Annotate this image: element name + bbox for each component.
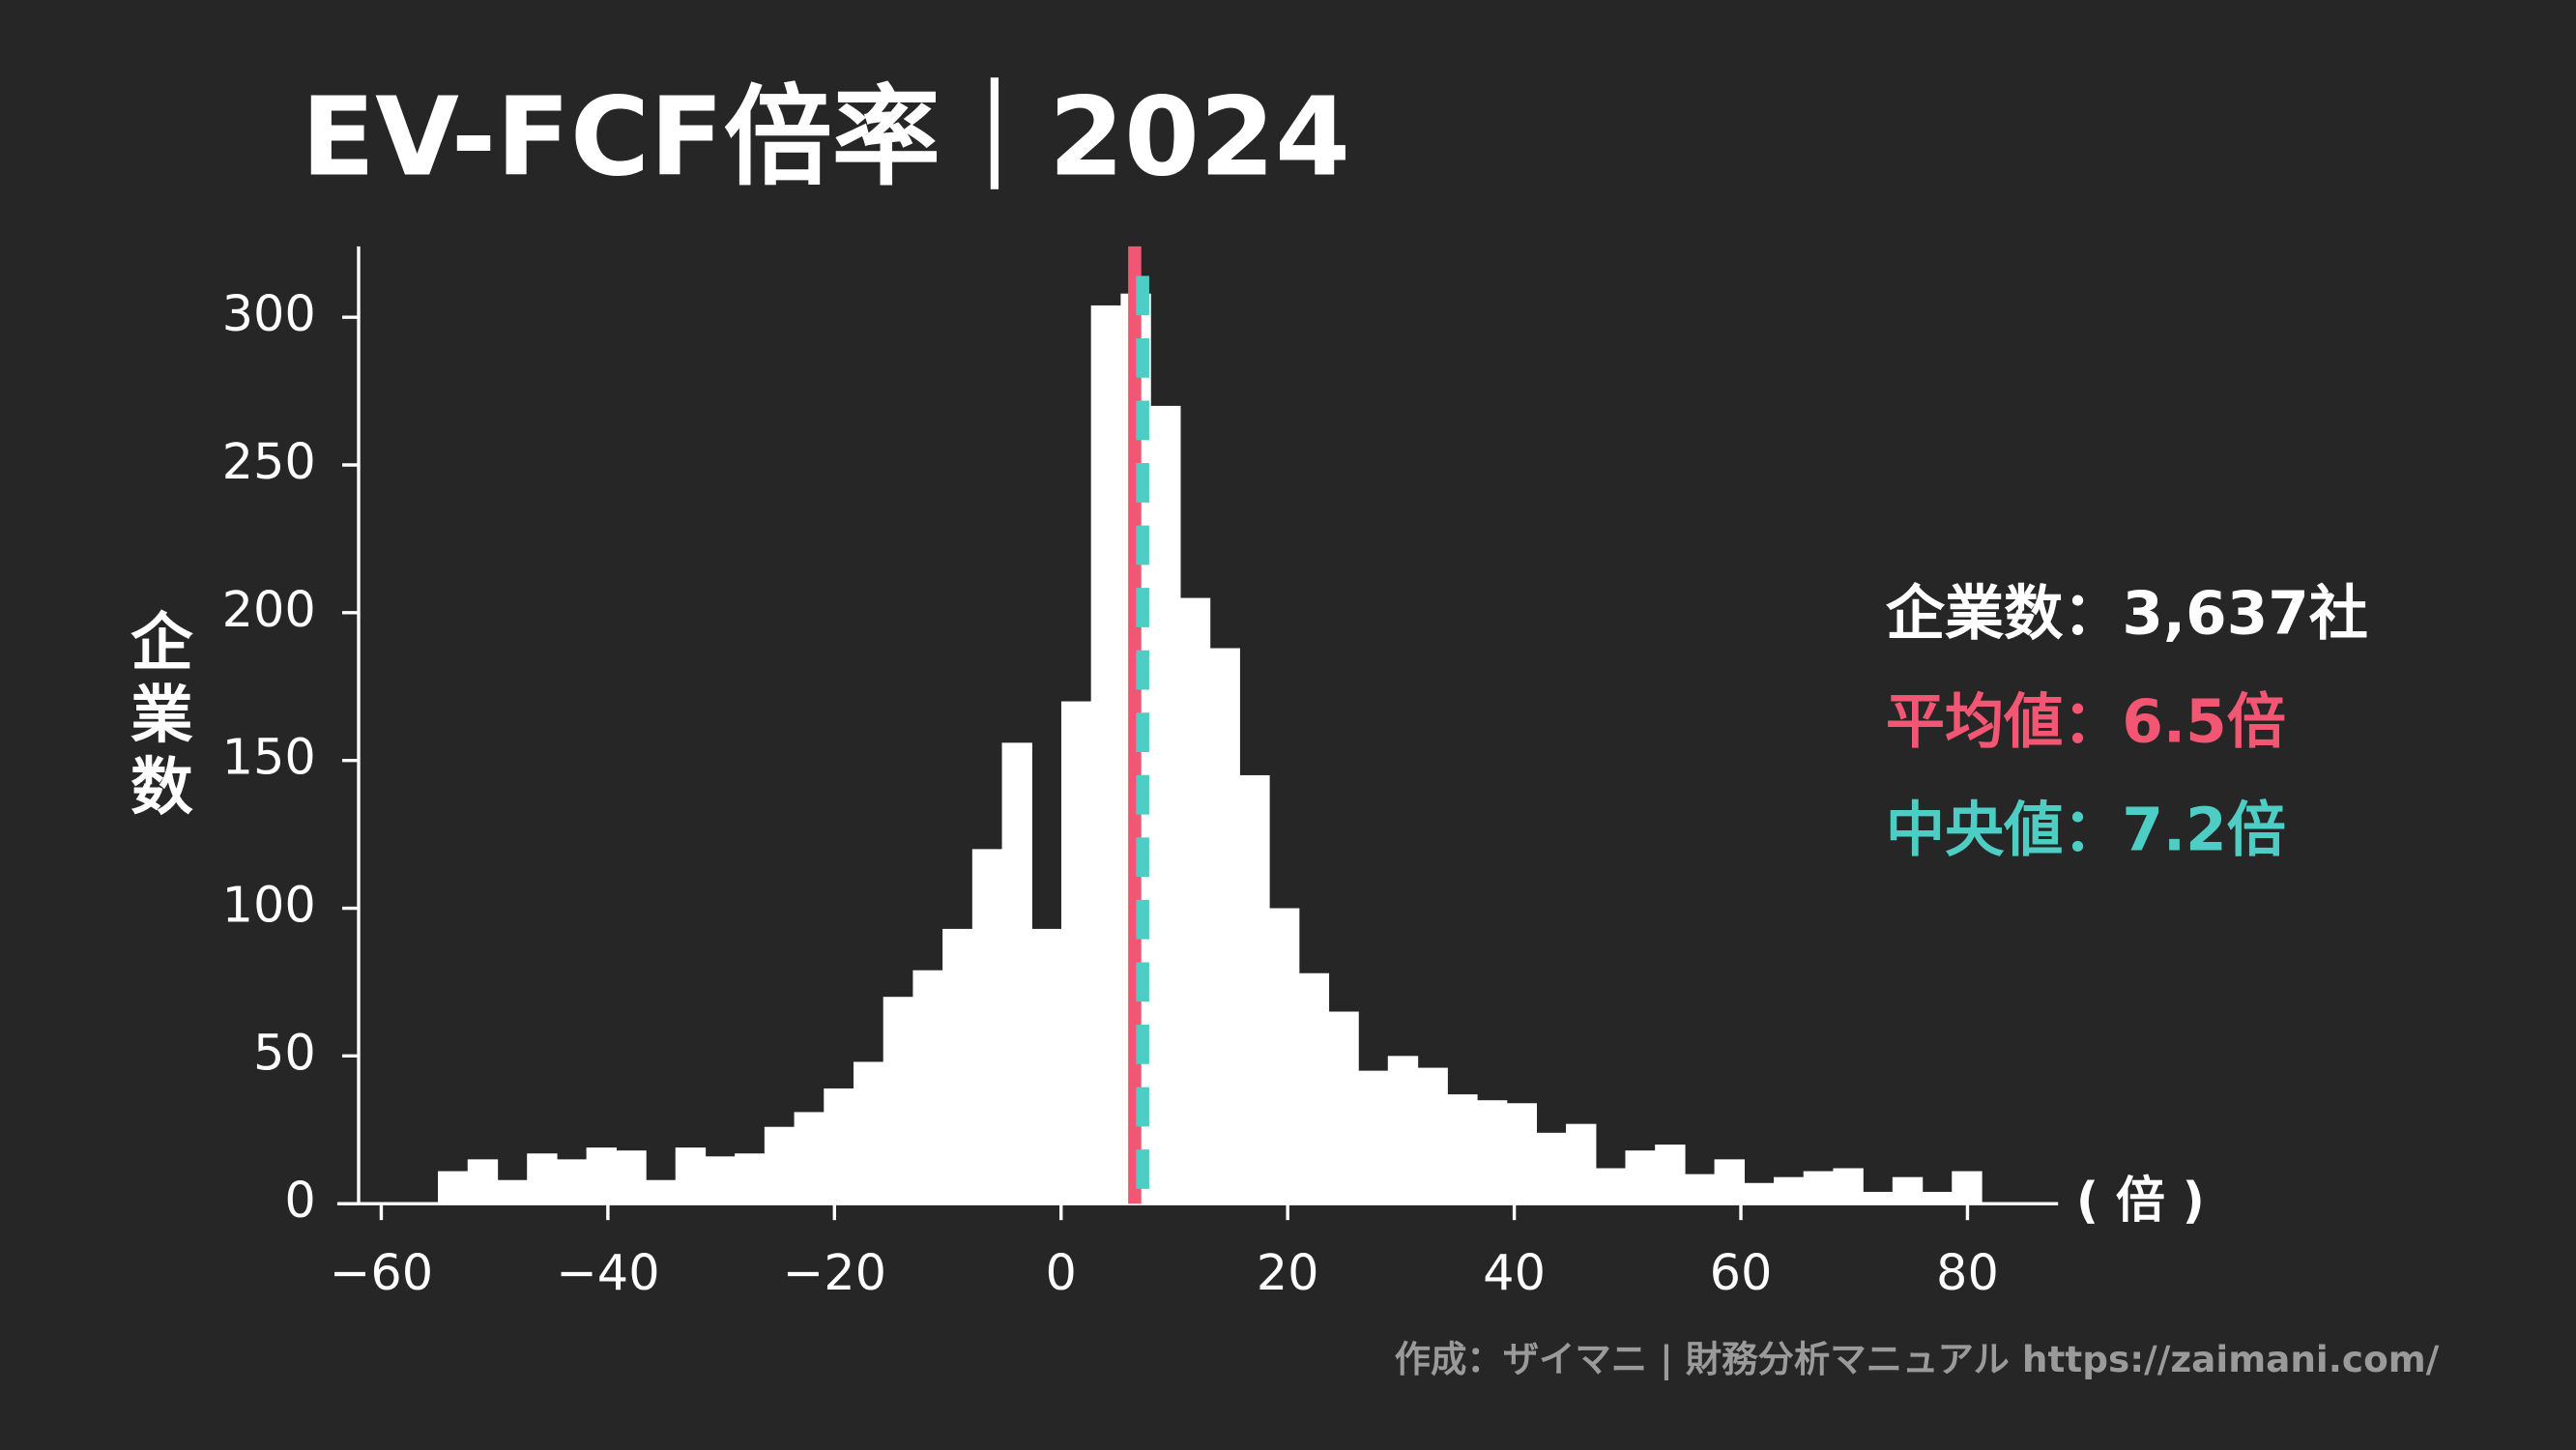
bar xyxy=(1714,1159,1745,1204)
bar xyxy=(1150,405,1181,1204)
y-tick-label: 100 xyxy=(222,878,316,935)
bar xyxy=(1506,1103,1538,1204)
bar xyxy=(1625,1150,1656,1204)
bar xyxy=(1447,1094,1478,1204)
bar xyxy=(1476,1100,1508,1204)
bar xyxy=(824,1088,854,1204)
bar xyxy=(1803,1171,1835,1204)
bar xyxy=(1060,701,1092,1204)
bar xyxy=(646,1179,677,1204)
x-tick-label: −60 xyxy=(330,1245,434,1302)
bar xyxy=(1417,1067,1448,1204)
bar xyxy=(1863,1191,1894,1204)
bar xyxy=(1892,1176,1924,1204)
bar xyxy=(1328,1011,1359,1204)
bar xyxy=(1952,1171,1983,1204)
bar xyxy=(1268,908,1300,1204)
bar xyxy=(971,849,1003,1204)
bar xyxy=(1298,972,1330,1204)
annotation: 中央値：7.2倍 xyxy=(1886,797,2286,865)
y-tick-label: 250 xyxy=(222,434,316,491)
bar xyxy=(1774,1176,1805,1204)
bar xyxy=(556,1159,588,1204)
bar xyxy=(1655,1145,1686,1204)
x-tick-label: 0 xyxy=(1046,1245,1077,1302)
annotation: 企業数：3,637社 xyxy=(1886,579,2368,648)
bar xyxy=(1090,304,1122,1204)
bar xyxy=(794,1112,825,1204)
bar xyxy=(912,970,943,1204)
bar xyxy=(1239,774,1270,1204)
x-tick-label: 80 xyxy=(1936,1245,1999,1302)
bar xyxy=(497,1179,528,1204)
bar xyxy=(616,1150,647,1204)
bar xyxy=(1833,1168,1864,1204)
bar xyxy=(853,1061,884,1204)
x-tick-label: −40 xyxy=(556,1245,660,1302)
chart-title: EV-FCF倍率｜2024 xyxy=(302,74,1351,200)
x-tick-label: 60 xyxy=(1710,1245,1773,1302)
bar xyxy=(1536,1132,1567,1204)
bar xyxy=(764,1126,796,1204)
y-axis-label: 企業数 xyxy=(119,609,192,826)
bar xyxy=(735,1153,766,1204)
bar xyxy=(1566,1123,1597,1204)
bar xyxy=(942,928,973,1204)
bar xyxy=(1922,1191,1953,1204)
x-tick-label: 20 xyxy=(1257,1245,1319,1302)
x-unit-label: ( 倍 ) xyxy=(2076,1173,2205,1230)
bar xyxy=(1179,597,1211,1204)
bar xyxy=(586,1147,617,1204)
annotation: 平均値：6.5倍 xyxy=(1886,687,2286,756)
bar xyxy=(705,1156,736,1204)
y-tick-label: 300 xyxy=(222,286,316,343)
bar xyxy=(1031,928,1062,1204)
bar xyxy=(1358,1070,1389,1204)
y-tick-label: 150 xyxy=(222,730,316,787)
y-tick-label: 50 xyxy=(253,1025,316,1082)
y-tick-label: 200 xyxy=(222,582,316,639)
bar xyxy=(527,1153,558,1204)
x-tick-label: 40 xyxy=(1483,1245,1546,1302)
bar xyxy=(1387,1056,1419,1204)
bar xyxy=(1209,648,1240,1204)
x-tick-label: −20 xyxy=(783,1245,887,1302)
bar xyxy=(438,1171,469,1204)
bar xyxy=(1684,1174,1716,1204)
bar xyxy=(1001,742,1032,1204)
bar xyxy=(1595,1168,1627,1204)
y-tick-label: 0 xyxy=(284,1173,315,1230)
footer: 作成：ザイマニ | 財務分析マニュアル https://zaimani.com/ xyxy=(1395,1338,2440,1381)
bar xyxy=(675,1147,707,1204)
bar xyxy=(883,997,914,1204)
bar xyxy=(1744,1182,1775,1204)
bar xyxy=(467,1159,499,1204)
